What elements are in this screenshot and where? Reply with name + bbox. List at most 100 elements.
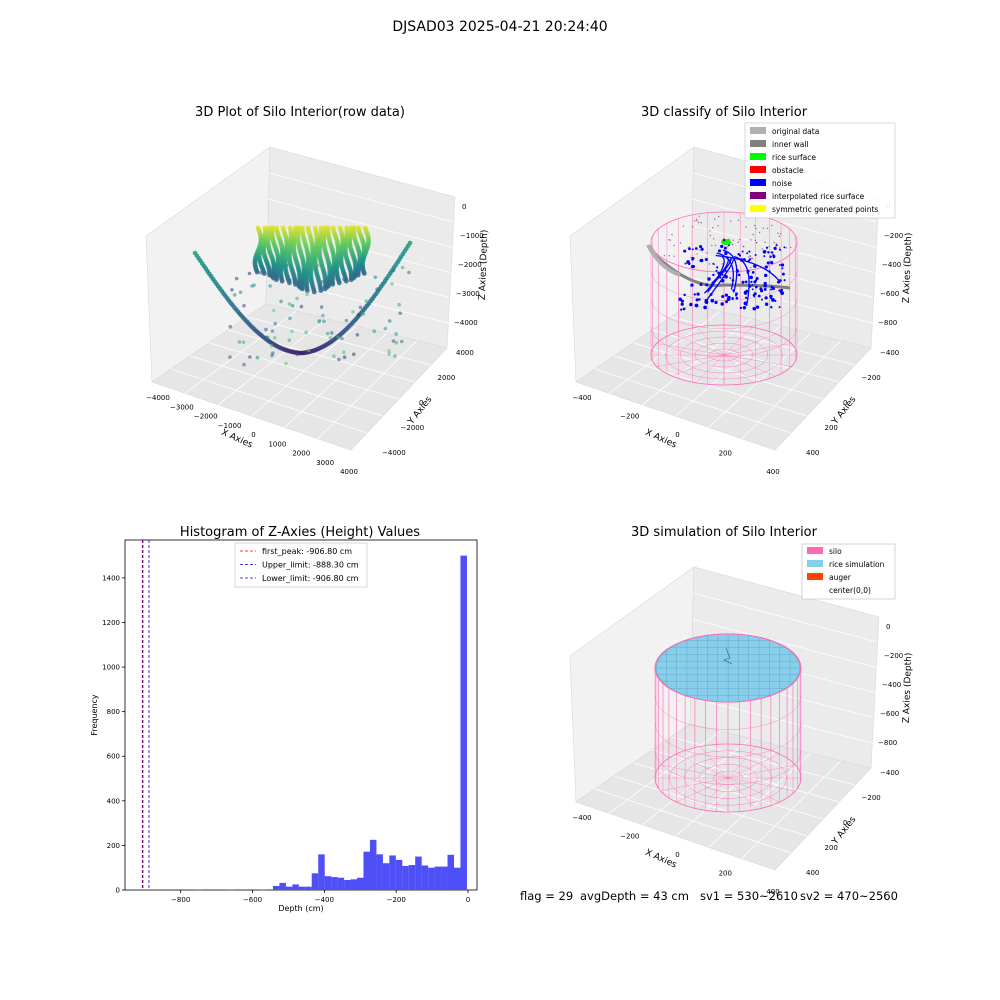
- classify-symmetric-point: [712, 238, 715, 240]
- histogram-bar: [279, 882, 286, 890]
- raw-data-point: [269, 344, 274, 348]
- raw-data-point: [250, 284, 254, 288]
- classify-symmetric-point: [742, 245, 744, 248]
- raw-data-point: [361, 312, 366, 316]
- raw-data-point: [342, 355, 347, 360]
- simulation-silo-floor-spoke: [727, 777, 757, 810]
- classify-symmetric-point: [693, 220, 696, 222]
- panel-classify-3d-ztick-label: −200: [884, 232, 903, 240]
- raw-data-point: [364, 299, 369, 304]
- classify-noise-point: [763, 287, 767, 291]
- classify-noise-point: [776, 280, 781, 284]
- histogram-bar: [318, 854, 325, 890]
- panel-raw-3d: 3D Plot of Silo Interior(row data) −4000…: [145, 105, 490, 476]
- panel-simulation-3d-gridline: [692, 618, 877, 668]
- raw-data-point: [387, 352, 392, 356]
- raw-data-point: [383, 326, 388, 331]
- raw-data-point: [237, 340, 242, 344]
- classify-noise-point: [696, 292, 700, 296]
- classify-symmetric-point: [750, 239, 752, 241]
- classify-symmetric-point: [769, 251, 771, 253]
- classify-noise-point: [748, 250, 751, 253]
- histogram-bar: [337, 877, 345, 890]
- panel-raw-3d-ztick-label: −1000: [460, 232, 484, 240]
- classify-noise-point: [767, 251, 770, 254]
- classify-noise-point: [682, 307, 686, 311]
- classify-noise-point: [707, 277, 711, 281]
- classify-noise-point: [680, 299, 684, 303]
- classify-noise-point: [754, 253, 757, 257]
- classify-interpolated-surface: [722, 238, 726, 242]
- raw-data-point: [343, 278, 349, 284]
- panel-simulation-3d-ztick-label: 0: [886, 623, 890, 631]
- classify-noise-point: [781, 272, 785, 276]
- panel-histogram: Histogram of Z-Axies (Height) Values −80…: [90, 525, 478, 913]
- histogram-ytick-label: 0: [116, 887, 120, 895]
- panel-simulation-3d-gridline: [741, 760, 842, 859]
- panel-classify-3d-xtick-label: 200: [719, 450, 732, 458]
- classify-symmetric-point: [728, 238, 730, 241]
- raw-data-point: [340, 336, 344, 341]
- panel-simulation-3d-gridline: [690, 697, 873, 744]
- histogram-bar: [376, 854, 383, 890]
- histogram-ytick-label: 600: [107, 753, 120, 761]
- classify-noise-point: [757, 294, 761, 298]
- classify-symmetric-point: [714, 218, 716, 220]
- histogram-ytick-label: 800: [107, 708, 120, 716]
- classify-symmetric-point: [751, 257, 753, 259]
- classify-silo-wall-ring: [650, 270, 798, 301]
- classify-symmetric-point: [668, 239, 670, 241]
- classify-legend-label: noise: [772, 179, 792, 188]
- classify-noise-point: [751, 271, 755, 274]
- raw-data-point: [232, 293, 237, 297]
- classify-symmetric-point: [673, 255, 675, 257]
- classify-symmetric-point: [752, 233, 754, 236]
- panel-simulation-3d-ztick-label: −200: [884, 652, 903, 660]
- panel-raw-3d-ztick-label: −3000: [456, 290, 480, 298]
- classify-symmetric-point: [761, 248, 763, 250]
- classify-original-data: [646, 244, 681, 277]
- histogram-bar: [363, 851, 370, 890]
- classify-noise-point: [748, 258, 752, 261]
- classify-noise-point: [714, 300, 718, 305]
- classify-symmetric-point: [758, 231, 761, 234]
- classify-silo-floor-spoke: [723, 354, 792, 367]
- classify-noise-point: [750, 280, 753, 284]
- panel-simulation-3d-ztick-label: −600: [880, 710, 899, 718]
- classify-silo-floor-spoke: [695, 327, 725, 356]
- panel-classify-3d-xlabel: X Axies: [644, 428, 679, 451]
- classify-legend-swatch: [750, 140, 766, 147]
- classify-symmetric-point: [724, 252, 726, 255]
- panel-classify-3d-ztick-label: −600: [880, 290, 899, 298]
- classify-silo-floor-spoke: [672, 333, 725, 356]
- raw-data-point: [332, 354, 336, 359]
- panel-simulation-legend: silo rice simulation auger center(0,0): [801, 543, 896, 600]
- histogram-bar: [434, 866, 442, 890]
- classify-noise-point: [772, 255, 776, 259]
- panel-simulation-3d-ytick-label: −200: [862, 794, 881, 802]
- panel-raw-3d-xtick-label: 3000: [316, 459, 334, 467]
- classify-noise-point: [695, 298, 699, 302]
- simulation-silo-floor-spoke: [676, 753, 729, 779]
- raw-data-point: [373, 275, 378, 280]
- classify-noise-curve: [716, 252, 734, 290]
- raw-data-point: [325, 331, 330, 336]
- classify-legend-label: original data: [772, 127, 819, 136]
- panel-classify-3d: 3D classify of Silo Interior −400 −200 0 20…: [569, 105, 914, 476]
- classify-symmetric-point: [696, 253, 698, 255]
- classify-noise-point: [687, 262, 691, 266]
- histogram-ytick-label: 1000: [102, 664, 120, 672]
- classify-noise-point: [769, 288, 773, 291]
- panel-raw-3d-xtick-label: −3000: [170, 403, 194, 411]
- classify-symmetric-point: [762, 227, 765, 229]
- raw-data-point: [287, 280, 292, 286]
- panel-classify-3d-gridline: [692, 198, 877, 248]
- histogram-bar: [344, 879, 351, 890]
- raw-data-point: [355, 272, 361, 278]
- histogram-legend-label: first_peak: -906.80 cm: [262, 547, 352, 556]
- simulation-legend-label: silo: [829, 547, 842, 556]
- raw-data-point: [394, 340, 399, 345]
- classify-noise-point: [774, 299, 777, 302]
- classify-noise-point: [743, 290, 746, 293]
- classify-noise-point: [717, 249, 722, 253]
